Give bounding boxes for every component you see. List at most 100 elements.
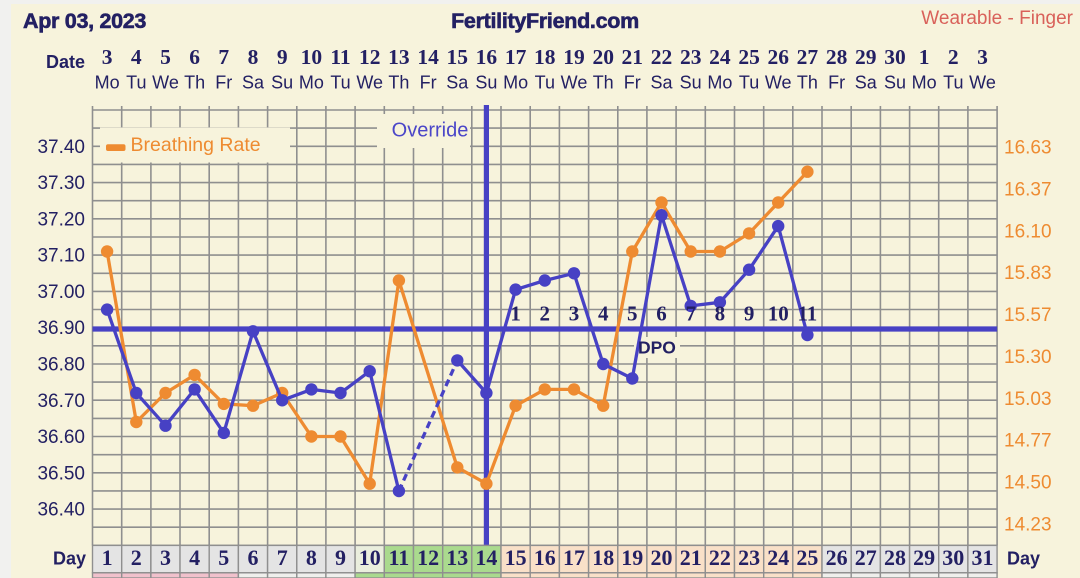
svg-text:Su: Su bbox=[884, 73, 906, 93]
svg-text:6: 6 bbox=[656, 302, 667, 326]
svg-text:Apr 03, 2023: Apr 03, 2023 bbox=[23, 9, 146, 33]
svg-text:Fr: Fr bbox=[624, 73, 641, 93]
svg-text:Mo: Mo bbox=[299, 73, 324, 93]
svg-text:15.30: 15.30 bbox=[1004, 347, 1052, 368]
svg-text:37.20: 37.20 bbox=[37, 209, 85, 230]
svg-text:24: 24 bbox=[709, 45, 731, 69]
svg-text:Th: Th bbox=[184, 73, 205, 93]
svg-text:6: 6 bbox=[189, 45, 200, 69]
svg-text:We: We bbox=[356, 73, 383, 93]
svg-text:14.77: 14.77 bbox=[1004, 431, 1052, 452]
svg-text:17: 17 bbox=[505, 45, 527, 69]
svg-text:5: 5 bbox=[160, 45, 171, 69]
svg-text:36.40: 36.40 bbox=[37, 500, 85, 521]
svg-text:23: 23 bbox=[738, 545, 760, 570]
svg-text:Mo: Mo bbox=[503, 73, 528, 93]
svg-text:Day: Day bbox=[1007, 549, 1040, 569]
svg-text:36.70: 36.70 bbox=[37, 391, 85, 412]
svg-text:6: 6 bbox=[248, 545, 259, 570]
svg-text:16: 16 bbox=[534, 545, 556, 570]
svg-text:12: 12 bbox=[359, 45, 381, 69]
svg-text:FertilityFriend.com: FertilityFriend.com bbox=[451, 9, 639, 33]
svg-text:Th: Th bbox=[388, 73, 409, 93]
svg-text:Mo: Mo bbox=[707, 73, 732, 93]
svg-text:18: 18 bbox=[534, 45, 556, 69]
svg-text:21: 21 bbox=[622, 45, 644, 69]
svg-text:25: 25 bbox=[738, 45, 760, 69]
svg-text:22: 22 bbox=[651, 45, 673, 69]
svg-text:Su: Su bbox=[271, 73, 293, 93]
svg-text:1: 1 bbox=[102, 545, 113, 570]
svg-text:2: 2 bbox=[948, 45, 959, 69]
svg-text:37.40: 37.40 bbox=[37, 137, 85, 158]
svg-text:15: 15 bbox=[447, 45, 469, 69]
svg-text:Breathing Rate: Breathing Rate bbox=[131, 134, 261, 156]
svg-text:31: 31 bbox=[972, 545, 994, 570]
svg-text:12: 12 bbox=[417, 545, 439, 570]
svg-text:19: 19 bbox=[621, 545, 643, 570]
svg-text:Fr: Fr bbox=[420, 73, 437, 93]
svg-text:19: 19 bbox=[563, 45, 585, 69]
svg-text:13: 13 bbox=[388, 45, 410, 69]
svg-text:4: 4 bbox=[189, 545, 200, 570]
svg-text:17: 17 bbox=[563, 545, 585, 570]
svg-text:8: 8 bbox=[248, 45, 259, 69]
svg-text:11: 11 bbox=[330, 45, 350, 69]
svg-text:27: 27 bbox=[855, 545, 877, 570]
svg-text:14.23: 14.23 bbox=[1004, 515, 1052, 536]
svg-text:36.90: 36.90 bbox=[37, 318, 85, 339]
svg-text:Mo: Mo bbox=[95, 73, 120, 93]
svg-text:9: 9 bbox=[335, 545, 346, 570]
svg-text:Th: Th bbox=[797, 73, 818, 93]
svg-text:Th: Th bbox=[593, 73, 614, 93]
svg-text:7: 7 bbox=[685, 302, 696, 326]
svg-text:21: 21 bbox=[680, 545, 702, 570]
svg-text:15.83: 15.83 bbox=[1004, 263, 1052, 284]
svg-text:14: 14 bbox=[475, 545, 497, 570]
svg-text:We: We bbox=[969, 73, 996, 93]
svg-text:16.63: 16.63 bbox=[1004, 138, 1052, 159]
svg-text:Fr: Fr bbox=[215, 73, 232, 93]
svg-text:37.10: 37.10 bbox=[37, 246, 85, 267]
svg-text:20: 20 bbox=[592, 45, 614, 69]
svg-text:1: 1 bbox=[510, 302, 521, 326]
svg-text:3: 3 bbox=[569, 302, 580, 326]
svg-text:26: 26 bbox=[767, 45, 789, 69]
svg-text:27: 27 bbox=[797, 45, 819, 69]
svg-text:9: 9 bbox=[277, 45, 288, 69]
svg-text:7: 7 bbox=[277, 545, 288, 570]
svg-text:3: 3 bbox=[102, 45, 113, 69]
svg-text:3: 3 bbox=[160, 545, 171, 570]
svg-text:16.37: 16.37 bbox=[1004, 179, 1052, 200]
svg-text:26: 26 bbox=[826, 545, 848, 570]
svg-text:30: 30 bbox=[942, 545, 964, 570]
svg-text:Day: Day bbox=[53, 549, 86, 569]
svg-text:Tu: Tu bbox=[535, 73, 555, 93]
svg-text:Date: Date bbox=[46, 52, 85, 72]
svg-text:15: 15 bbox=[505, 545, 527, 570]
svg-text:8: 8 bbox=[715, 302, 726, 326]
svg-text:Tu: Tu bbox=[126, 73, 146, 93]
svg-text:36.60: 36.60 bbox=[37, 427, 85, 448]
svg-text:20: 20 bbox=[651, 545, 673, 570]
svg-text:3: 3 bbox=[977, 45, 988, 69]
svg-text:Mo: Mo bbox=[912, 73, 937, 93]
svg-text:14.50: 14.50 bbox=[1004, 473, 1052, 494]
svg-text:29: 29 bbox=[913, 545, 935, 570]
svg-text:15.57: 15.57 bbox=[1004, 305, 1052, 326]
svg-text:Sa: Sa bbox=[855, 73, 878, 93]
svg-text:28: 28 bbox=[826, 45, 848, 69]
svg-text:Sa: Sa bbox=[650, 73, 673, 93]
svg-text:28: 28 bbox=[884, 545, 906, 570]
svg-text:36.80: 36.80 bbox=[37, 355, 85, 376]
svg-text:7: 7 bbox=[218, 45, 229, 69]
svg-text:We: We bbox=[561, 73, 588, 93]
svg-text:37.00: 37.00 bbox=[37, 282, 85, 303]
svg-text:37.30: 37.30 bbox=[37, 173, 85, 194]
svg-text:14: 14 bbox=[417, 45, 439, 69]
svg-text:11: 11 bbox=[797, 302, 817, 326]
svg-text:18: 18 bbox=[592, 545, 614, 570]
svg-text:Tu: Tu bbox=[739, 73, 759, 93]
svg-text:Sa: Sa bbox=[446, 73, 469, 93]
svg-text:10: 10 bbox=[359, 545, 381, 570]
